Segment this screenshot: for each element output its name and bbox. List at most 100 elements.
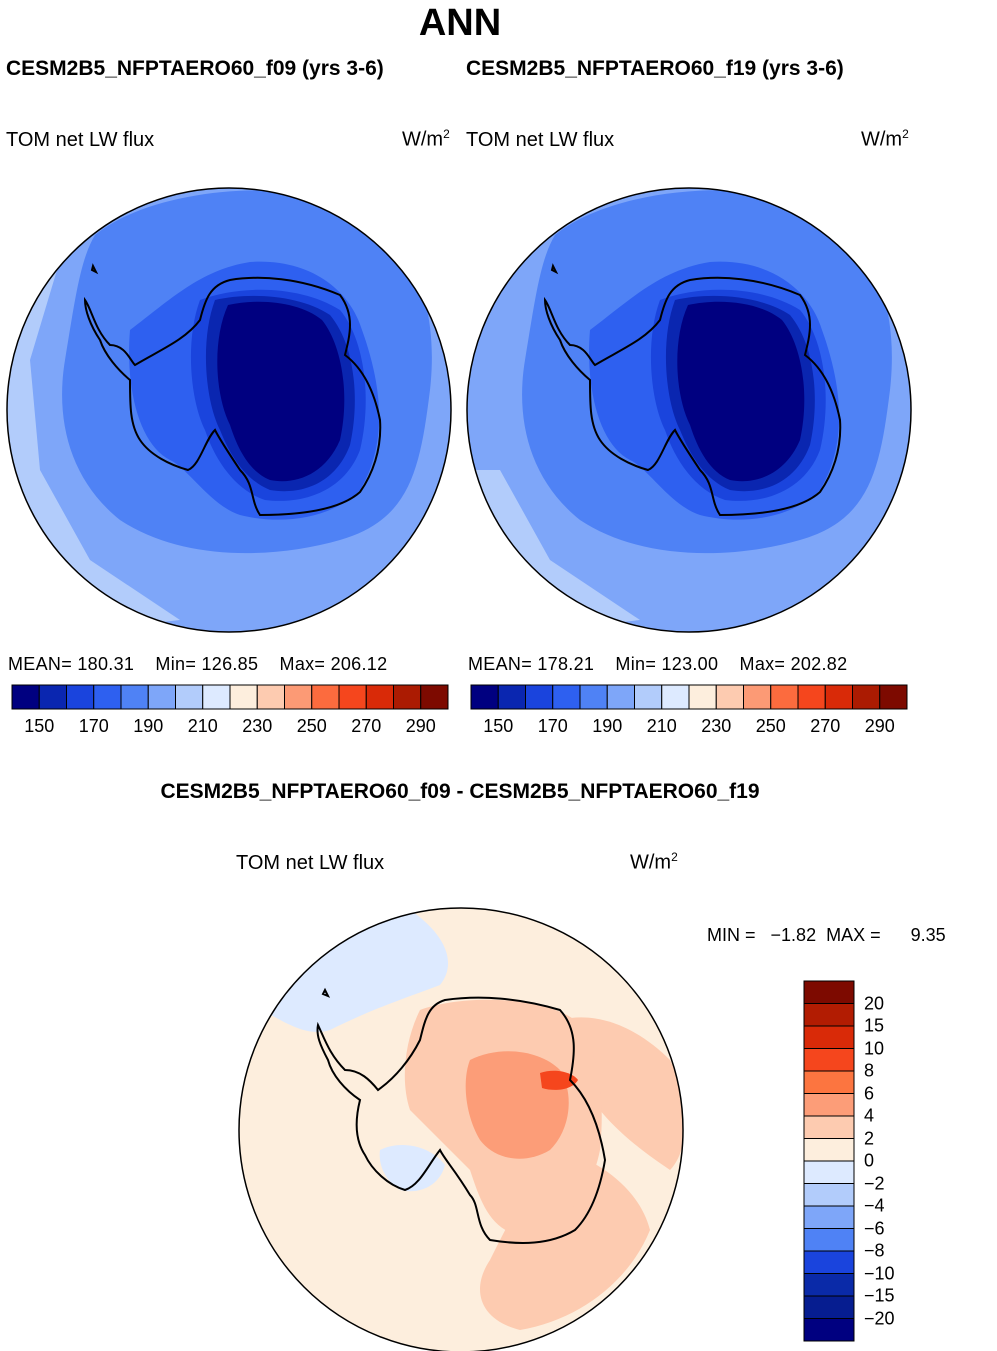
diff-min-label: MIN = <box>707 925 756 945</box>
panel2-colorbar-swatch <box>606 684 635 710</box>
diff-units-base: W/m <box>630 851 672 874</box>
diff-colorbar-tick-label: 0 <box>864 1150 875 1171</box>
panel1-mean-value: 180.31 <box>77 654 135 674</box>
panel2-case-title: CESM2B5_NFPTAERO60_f19 (yrs 3-6) <box>466 57 844 80</box>
panel1-colorbar-swatch <box>93 684 122 710</box>
panel1-max-value: 206.12 <box>330 654 388 674</box>
diff-units: W/m2 <box>630 850 678 875</box>
diff-colorbar-swatch <box>803 1295 855 1319</box>
panel1-colorbar-tick-label: 210 <box>187 716 218 736</box>
diff-colorbar-tick-label: 8 <box>864 1060 875 1081</box>
panel1-mean-label: MEAN= <box>8 654 73 674</box>
panel2-colorbar-tick-label: 190 <box>592 716 623 736</box>
panel1-stats: MEAN= 180.31 Min= 126.85 Max= 206.12 <box>8 654 387 675</box>
panel1-antarctica-coastline <box>83 263 382 517</box>
panel2-colorbar-swatch <box>824 684 853 710</box>
panel1-units-base: W/m <box>402 128 444 151</box>
panel1-min-label: Min= <box>155 654 197 674</box>
panel1-colorbar-swatch <box>175 684 204 710</box>
diff-colorbar-tick-label: 20 <box>864 993 885 1013</box>
panel1-colorbar-swatch <box>365 684 394 710</box>
panel2-colorbar-tick-label: 230 <box>701 716 732 736</box>
panel2-colorbar-swatch <box>497 684 526 710</box>
diff-units-exp: 2 <box>671 850 678 864</box>
panel1-colorbar-swatch <box>120 684 149 710</box>
panel1-colorbar-tick-label: 250 <box>296 716 327 736</box>
panel2-colorbar-tick-label: 170 <box>537 716 568 736</box>
diff-colorbar-swatch <box>803 1138 855 1162</box>
diff-max-spot <box>540 1070 578 1090</box>
panel1-colorbar-tick-label: 190 <box>133 716 164 736</box>
panel1-colorbar <box>11 684 449 710</box>
panel1-colorbar-swatch <box>11 684 40 710</box>
panel1-colorbar-tick-label: 150 <box>24 716 55 736</box>
diff-colorbar-swatch <box>803 1093 855 1117</box>
diff-colorbar-tick-label: 2 <box>864 1128 875 1148</box>
diff-minmax: MIN = −1.82 MAX = 9.35 <box>707 925 946 946</box>
diff-colorbar-swatch <box>803 1025 855 1049</box>
panel1-colorbar-tick-label: 170 <box>78 716 109 736</box>
panel2-colorbar-tick-label: 150 <box>483 716 514 736</box>
panel2-colorbar-swatch <box>661 684 690 710</box>
diff-colorbar-tick-label: −15 <box>864 1285 895 1306</box>
diff-colorbar-tick-label: 10 <box>864 1038 885 1058</box>
panel2-max-value: 202.82 <box>790 654 848 674</box>
panel1-colorbar-swatch <box>38 684 67 710</box>
panel1-units-exp: 2 <box>443 127 450 141</box>
panel2-colorbar-swatch <box>770 684 799 710</box>
diff-max-label: MAX = <box>826 925 881 945</box>
diff-colorbar-tick-label: −2 <box>864 1173 885 1193</box>
panel1-case-title: CESM2B5_NFPTAERO60_f09 (yrs 3-6) <box>6 57 384 80</box>
panel2-antarctica-coastline <box>543 263 842 517</box>
diff-positive-region-s <box>480 1150 650 1330</box>
panel1-map-border <box>6 187 452 633</box>
diff-colorbar-tick-label: −20 <box>864 1308 895 1328</box>
diff-colorbar-swatch <box>803 1070 855 1094</box>
panel1-colorbar-swatch <box>229 684 258 710</box>
panel2-min-label: Min= <box>615 654 657 674</box>
panel2-mean-value: 178.21 <box>537 654 595 674</box>
diff-variable-label: TOM net LW flux <box>236 852 385 874</box>
panel2-colorbar-tick-label: 290 <box>864 716 895 736</box>
diff-negative-shelf <box>379 1145 445 1192</box>
diff-min-value: −1.82 <box>770 925 817 945</box>
panel1-colorbar-swatch <box>393 684 422 710</box>
panel1-colorbar-swatch <box>202 684 231 710</box>
panel2-colorbar-ticks: 150 170 190 210 230 250 270 290 <box>471 716 907 738</box>
panel2-core <box>677 301 805 482</box>
diff-colorbar-tick-label: −10 <box>864 1263 895 1283</box>
panel1-colorbar-ticks: 150 170 190 210 230 250 270 290 <box>12 716 448 738</box>
panel2-max-label: Max= <box>739 654 786 674</box>
diff-colorbar-tick-label: 6 <box>864 1083 875 1103</box>
page-title: ANN <box>418 2 502 44</box>
panel1-colorbar-tick-label: 230 <box>242 716 273 736</box>
panel2-units-exp: 2 <box>902 127 909 141</box>
panel1-colorbar-swatch <box>311 684 340 710</box>
panel2-colorbar-swatch <box>852 684 881 710</box>
diff-colorbar-swatch <box>803 1115 855 1139</box>
diff-colorbar-swatch <box>803 1048 855 1072</box>
panel2-colorbar-tick-label: 250 <box>755 716 786 736</box>
panel2-mean-label: MEAN= <box>468 654 533 674</box>
diff-map-border <box>238 907 684 1351</box>
panel2-colorbar <box>470 684 908 710</box>
diff-max-value: 9.35 <box>910 925 946 945</box>
diff-colorbar-tick-label: 15 <box>864 1015 885 1036</box>
diff-colorbar-tick-label: −6 <box>864 1218 885 1238</box>
panel2-stats: MEAN= 178.21 Min= 123.00 Max= 202.82 <box>468 654 847 675</box>
panel2-units-base: W/m <box>861 128 903 151</box>
panel2-colorbar-swatch <box>743 684 772 710</box>
panel2-colorbar-tick-label: 270 <box>810 716 841 736</box>
panel2-colorbar-swatch <box>579 684 608 710</box>
panel2-colorbar-swatch <box>879 684 908 710</box>
diff-colorbar-swatch <box>803 1250 855 1274</box>
diff-colorbar-swatch <box>803 1205 855 1229</box>
panel1-colorbar-swatch <box>420 684 449 710</box>
panel1-colorbar-tick-label: 290 <box>405 716 436 736</box>
panel1-core <box>217 301 345 482</box>
diff-colorbar-swatch <box>803 1228 855 1252</box>
panel1-colorbar-tick-label: 270 <box>351 716 382 736</box>
